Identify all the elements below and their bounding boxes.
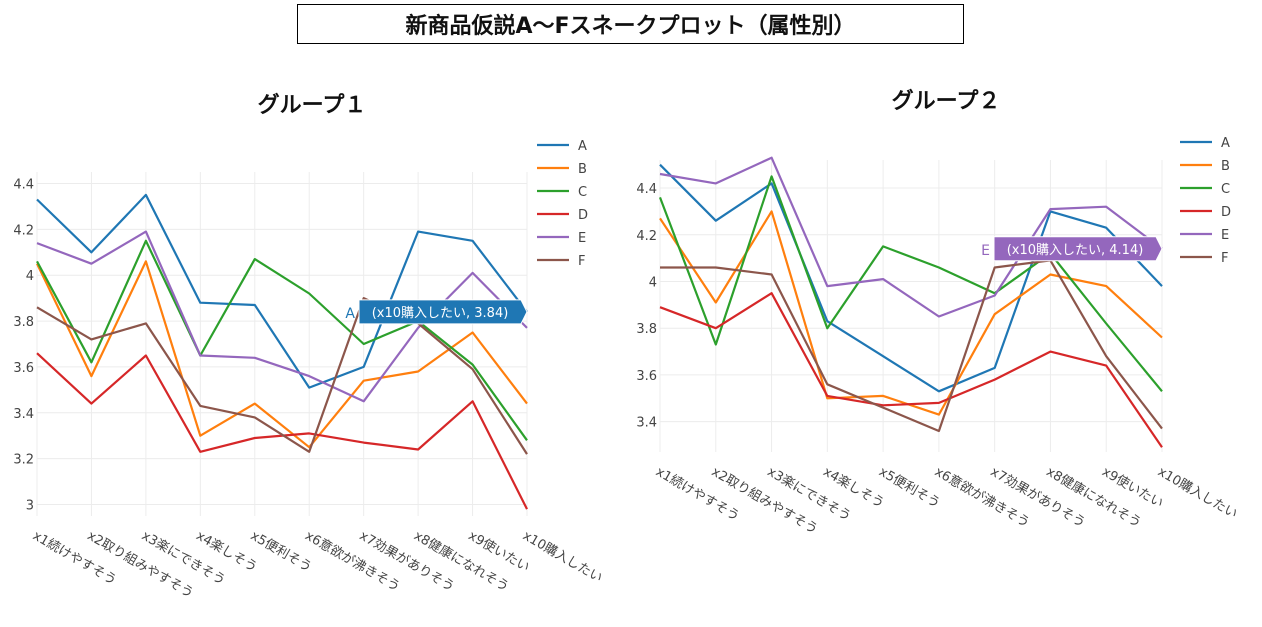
legend-label-D[interactable]: D <box>578 208 588 223</box>
legend-label-E[interactable]: E <box>1221 228 1229 243</box>
series-line-D[interactable] <box>36 352 528 510</box>
x-tick-label: x7効果がありそう <box>357 528 457 594</box>
y-tick-label: 4.4 <box>636 182 657 197</box>
legend-label-A[interactable]: A <box>1221 136 1230 151</box>
y-tick-label: 3.6 <box>13 361 34 376</box>
y-tick-label: 4.2 <box>13 223 34 238</box>
x-tick-label: x8健康になれそう <box>1043 464 1144 531</box>
hover-tooltip-label: (x10購入したい, 4.14) <box>1007 243 1144 258</box>
legend-label-F[interactable]: F <box>578 254 585 269</box>
hover-tooltip-label: (x10購入したい, 3.84) <box>372 306 509 321</box>
y-tick-label: 4.4 <box>13 177 34 192</box>
y-tick-label: 3.8 <box>13 315 34 330</box>
chart-title: グループ２ <box>892 88 1001 114</box>
series-line-D[interactable] <box>659 292 1163 448</box>
x-tick-label: x10購入したい <box>520 528 605 586</box>
series-line-A[interactable] <box>36 193 528 389</box>
legend-label-C[interactable]: C <box>1221 182 1230 197</box>
legend-label-B[interactable]: B <box>578 162 587 177</box>
y-tick-label: 3.2 <box>13 453 34 468</box>
hover-tooltip-box <box>358 299 528 325</box>
chart-panel-group-1: グループ１33.23.43.63.844.24.4x1続けやすそうx2取り組みや… <box>13 92 604 601</box>
series-line-C[interactable] <box>36 239 528 441</box>
legend-label-B[interactable]: B <box>1221 159 1230 174</box>
x-tick-label: x10購入したい <box>1155 464 1240 522</box>
x-tick-label: x6意欲が沸きそう <box>302 528 403 595</box>
series-line-F[interactable] <box>660 259 1163 433</box>
y-tick-label: 3.4 <box>13 407 34 422</box>
series-line-B[interactable] <box>36 260 528 449</box>
series-line-E[interactable] <box>659 156 1163 318</box>
x-tick-label: x5便利そう <box>248 528 314 575</box>
hover-series-name: E <box>981 243 990 259</box>
y-tick-label: 3.6 <box>636 369 657 384</box>
x-tick-label: x8健康になれそう <box>411 528 512 595</box>
hover-series-name: A <box>345 306 355 322</box>
legend-label-A[interactable]: A <box>578 139 587 154</box>
legend-label-E[interactable]: E <box>578 231 586 246</box>
y-tick-label: 3.8 <box>636 322 657 337</box>
series-line-F[interactable] <box>36 297 528 455</box>
x-tick-label: x7効果がありそう <box>988 464 1088 530</box>
legend-label-C[interactable]: C <box>578 185 587 200</box>
y-tick-label: 4 <box>26 269 34 284</box>
y-tick-label: 3 <box>26 499 34 514</box>
x-tick-label: x5便利そう <box>876 464 942 511</box>
y-tick-label: 3.4 <box>636 416 657 431</box>
legend-label-D[interactable]: D <box>1221 205 1231 220</box>
series-line-C[interactable] <box>658 175 1163 392</box>
legend-label-F[interactable]: F <box>1221 251 1228 266</box>
chart-title: グループ１ <box>258 92 367 118</box>
y-tick-label: 4 <box>649 275 657 290</box>
main-title: 新商品仮説A〜Fスネークプロット（属性別） <box>297 4 964 44</box>
series-line-B[interactable] <box>659 210 1163 416</box>
y-tick-label: 4.2 <box>636 229 657 244</box>
hover-tooltip-box <box>993 236 1163 262</box>
x-tick-label: x6意欲が沸きそう <box>932 464 1033 531</box>
series-line-A[interactable] <box>659 163 1163 393</box>
chart-panel-group-2: グループ２3.43.63.844.24.4x1続けやすそうx2取り組みやすそうx… <box>636 88 1239 537</box>
